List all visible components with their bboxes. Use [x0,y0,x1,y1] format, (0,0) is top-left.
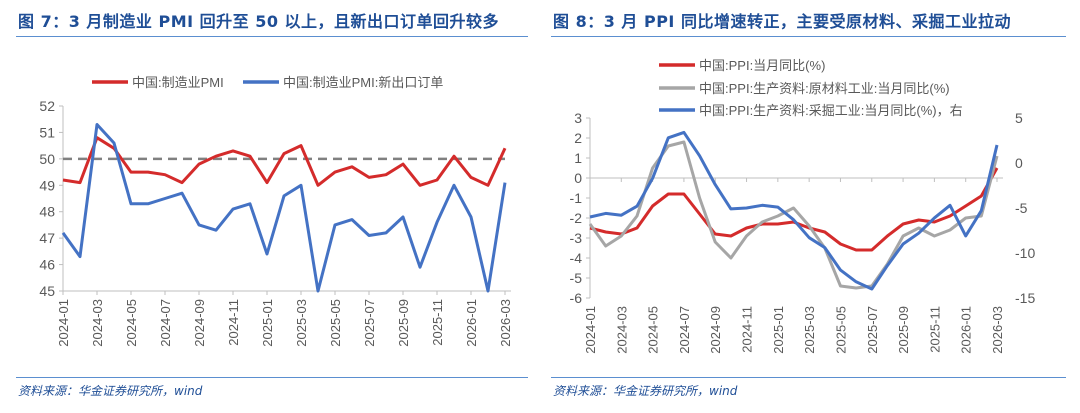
source-note-left: 资料来源：华金证券研究所，wind [18,384,203,398]
x-tick-label: 2025-03 [294,299,309,347]
source-note-right: 资料来源：华金证券研究所，wind [553,384,738,398]
x-tick-label: 2025-11 [430,299,445,346]
y-tick-label: 45 [39,283,55,299]
y2-tick-label: -5 [1015,200,1028,216]
x-tick-label: 2025-11 [927,306,942,353]
title-divider-right [551,36,1066,37]
x-tick-label: 2024-07 [158,299,173,347]
y-tick-label: 3 [574,110,582,126]
x-tick-label: 2025-01 [260,299,275,347]
x-tick-label: 2024-05 [124,299,139,347]
y-tick-label: -3 [570,230,583,246]
x-tick-label: 2024-11 [740,306,755,353]
y-tick-label: -2 [570,210,583,226]
x-tick-label: 2024-01 [583,306,598,354]
x-tick-label: 2024-03 [90,299,105,347]
x-tick-label: 2024-03 [614,306,629,354]
y-tick-label: -1 [570,190,583,206]
x-tick-label: 2024-09 [708,306,723,354]
x-tick-label: 2025-09 [396,299,411,347]
y-tick-label: -6 [570,290,583,306]
x-tick-label: 2026-03 [498,299,513,347]
y2-tick-label: 5 [1015,110,1023,126]
y-tick-label: 51 [39,124,55,140]
chart-title-right: 图 8：3 月 PPI 同比增速转正，主要受原材料、采掘工业拉动 [553,12,1011,31]
legend-label: 中国:制造业PMI:新出口订单 [283,75,443,90]
y-tick-label: 47 [39,230,55,246]
x-tick-label: 2024-09 [192,299,207,347]
source-divider-left [16,377,528,378]
x-tick-label: 2025-07 [362,299,377,347]
y2-tick-label: -10 [1015,245,1035,261]
y-tick-label: 50 [39,151,55,167]
series-line-2 [61,123,507,293]
y-tick-label: -4 [570,250,583,266]
x-tick-label: 2024-01 [56,299,71,347]
x-tick-label: 2026-01 [464,299,479,347]
x-tick-label: 2025-01 [771,306,786,354]
x-tick-label: 2026-03 [990,306,1005,354]
x-tick-label: 2024-05 [646,306,661,354]
chart-title-left: 图 7：3 月制造业 PMI 回升至 50 以上，且新出口订单回升较多 [18,12,500,31]
y2-tick-label: -15 [1015,290,1035,306]
y-tick-label: 48 [39,204,55,220]
x-tick-label: 2024-07 [677,306,692,354]
y-tick-label: 49 [39,177,55,193]
y-tick-label: -5 [570,270,583,286]
x-tick-label: 2025-07 [865,306,880,354]
x-tick-label: 2025-09 [896,306,911,354]
title-divider-left [16,36,528,37]
x-tick-label: 2026-01 [959,306,974,354]
x-tick-label: 2024-11 [226,299,241,346]
y2-tick-label: 0 [1015,155,1023,171]
y-tick-label: 0 [574,170,582,186]
y-tick-label: 52 [39,98,55,114]
series-line-1 [62,136,507,187]
x-tick-label: 2025-05 [328,299,343,347]
y-tick-label: 1 [574,150,582,166]
y-tick-label: 46 [39,257,55,273]
legend-label: 中国:制造业PMI [132,75,224,90]
legend-label: 中国:PPI:当月同比(%) [699,58,825,73]
source-divider-right [551,377,1066,378]
legend-label: 中国:PPI:生产资料:原材料工业:当月同比(%) [699,81,950,96]
y-tick-label: 2 [574,130,582,146]
x-tick-label: 2025-03 [802,306,817,354]
x-tick-label: 2025-05 [833,306,848,354]
legend-label: 中国:PPI:生产资料:采掘工业:当月同比(%)，右 [699,103,963,118]
